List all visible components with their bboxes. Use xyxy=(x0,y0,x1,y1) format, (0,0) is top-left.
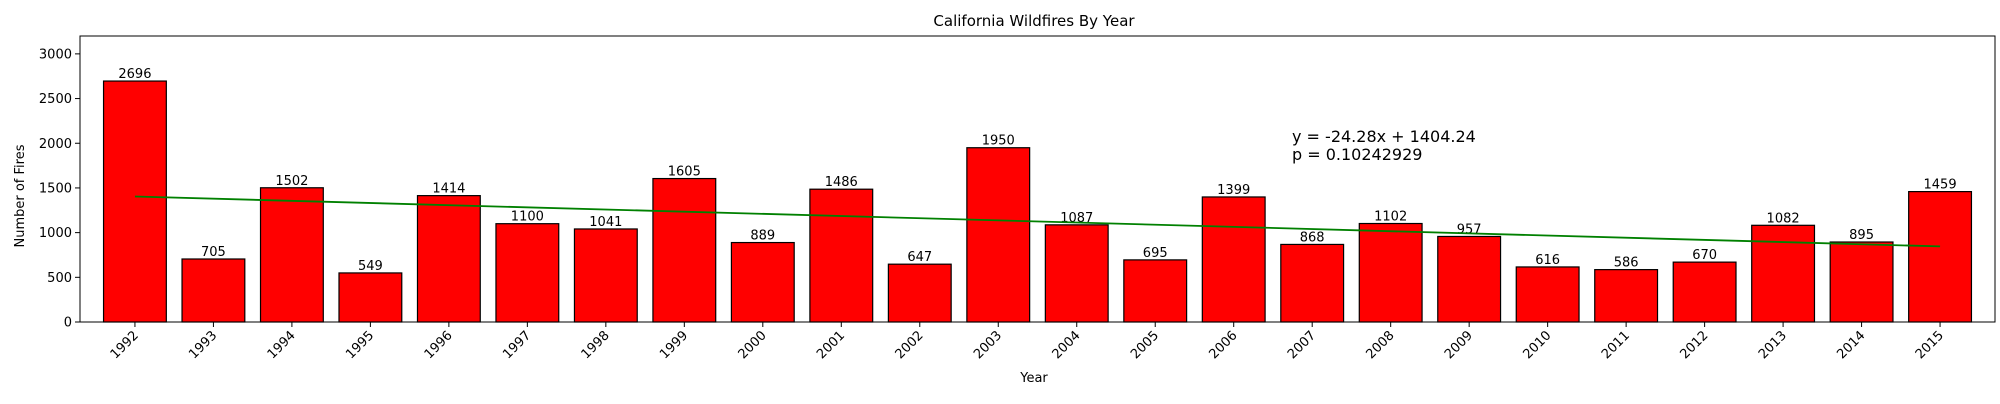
bar-value-label: 2696 xyxy=(118,67,151,82)
bar-value-label: 1102 xyxy=(1374,210,1407,225)
bar xyxy=(1908,191,1973,323)
bar-value-label: 889 xyxy=(750,229,775,244)
bar-value-label: 670 xyxy=(1692,248,1717,263)
y-tick-label: 2500 xyxy=(39,92,72,107)
x-tick-label: 2007 xyxy=(1285,328,1319,362)
p-value-annotation: p = 0.10242929 xyxy=(1292,145,1422,164)
bar xyxy=(1594,269,1659,323)
bar xyxy=(1123,259,1188,323)
bar xyxy=(1280,243,1345,323)
bar xyxy=(1044,224,1109,323)
x-tick-label: 2008 xyxy=(1363,328,1397,362)
x-tick-label: 2014 xyxy=(1834,328,1868,362)
x-tick-label: 1997 xyxy=(500,328,534,362)
plot-frame xyxy=(79,35,1996,323)
bar-value-label: 1041 xyxy=(589,215,622,230)
bar-value-label: 1399 xyxy=(1217,183,1250,198)
bar-value-label: 586 xyxy=(1614,256,1639,271)
bar-value-label: 1502 xyxy=(275,174,308,189)
x-tick-label: 1999 xyxy=(657,328,691,362)
x-tick-label: 1992 xyxy=(108,328,142,362)
bar-value-label: 1459 xyxy=(1924,178,1957,193)
bar xyxy=(809,188,874,323)
bar-value-label: 1950 xyxy=(982,134,1015,149)
chart-title: California Wildfires By Year xyxy=(933,12,1135,30)
bar-value-label: 549 xyxy=(358,259,383,274)
bar-value-label: 957 xyxy=(1457,222,1482,237)
x-tick-label: 1996 xyxy=(422,328,456,362)
bar-value-label: 647 xyxy=(907,250,932,265)
bar-value-label: 1100 xyxy=(511,210,544,225)
x-tick-label: 2012 xyxy=(1677,328,1711,362)
y-tick-label: 1000 xyxy=(39,226,72,241)
y-tick-label: 2000 xyxy=(39,137,72,152)
bar xyxy=(1829,241,1894,323)
y-tick-label: 3000 xyxy=(39,47,72,62)
y-axis-label: Number of Fires xyxy=(13,144,28,247)
x-tick-label: 2010 xyxy=(1520,328,1554,362)
bar xyxy=(1751,224,1816,323)
bar xyxy=(1515,266,1580,323)
bar xyxy=(652,177,717,323)
y-tick-label: 500 xyxy=(47,271,72,286)
x-tick-label: 1993 xyxy=(186,328,220,362)
bar xyxy=(102,80,167,323)
x-tick-label: 2011 xyxy=(1599,328,1633,362)
bar xyxy=(1437,235,1502,323)
bar-value-label: 705 xyxy=(201,245,226,260)
bar xyxy=(966,147,1031,323)
bar-value-label: 616 xyxy=(1535,253,1560,268)
x-tick-label: 1994 xyxy=(265,328,299,362)
bar xyxy=(1201,196,1266,323)
x-tick-label: 2002 xyxy=(893,328,927,362)
bar xyxy=(887,263,952,323)
bar xyxy=(338,272,403,323)
plot-area: 2696 705 1502 549 1414 1100 1041 1605 889 1486 647… xyxy=(39,35,1996,362)
x-tick-label: 2004 xyxy=(1050,328,1084,362)
x-axis-label: Year xyxy=(1019,371,1048,386)
x-tick-label: 2003 xyxy=(971,328,1005,362)
bar-value-label: 695 xyxy=(1143,246,1168,261)
bar-value-label: 895 xyxy=(1849,228,1874,243)
bar xyxy=(416,195,481,323)
x-tick-label: 2006 xyxy=(1207,328,1241,362)
bar xyxy=(1358,222,1423,323)
y-tick-label: 1500 xyxy=(39,181,72,196)
x-tick-label: 1995 xyxy=(343,328,377,362)
bar xyxy=(573,228,638,323)
bar-value-label: 1605 xyxy=(668,165,701,180)
x-tick-label: 2000 xyxy=(736,328,770,362)
bar xyxy=(730,241,795,323)
y-tick-label: 0 xyxy=(64,316,72,331)
bar xyxy=(495,223,560,323)
x-tick-label: 2013 xyxy=(1756,328,1790,362)
bar xyxy=(1672,261,1737,323)
x-tick-label: 1998 xyxy=(579,328,613,362)
bar xyxy=(259,187,324,323)
trendline xyxy=(134,195,1941,248)
x-tick-label: 2001 xyxy=(814,328,848,362)
x-tick-label: 2005 xyxy=(1128,328,1162,362)
bar-value-label: 1414 xyxy=(432,182,465,197)
bar-value-label: 1082 xyxy=(1767,211,1800,226)
x-tick-label: 2015 xyxy=(1913,328,1947,362)
trendline-equation-annotation: y = -24.28x + 1404.24 xyxy=(1292,127,1476,146)
x-tick-label: 2009 xyxy=(1442,328,1476,362)
bar xyxy=(181,258,246,323)
bar-value-label: 1486 xyxy=(825,175,858,190)
bar-value-label: 868 xyxy=(1300,230,1325,245)
